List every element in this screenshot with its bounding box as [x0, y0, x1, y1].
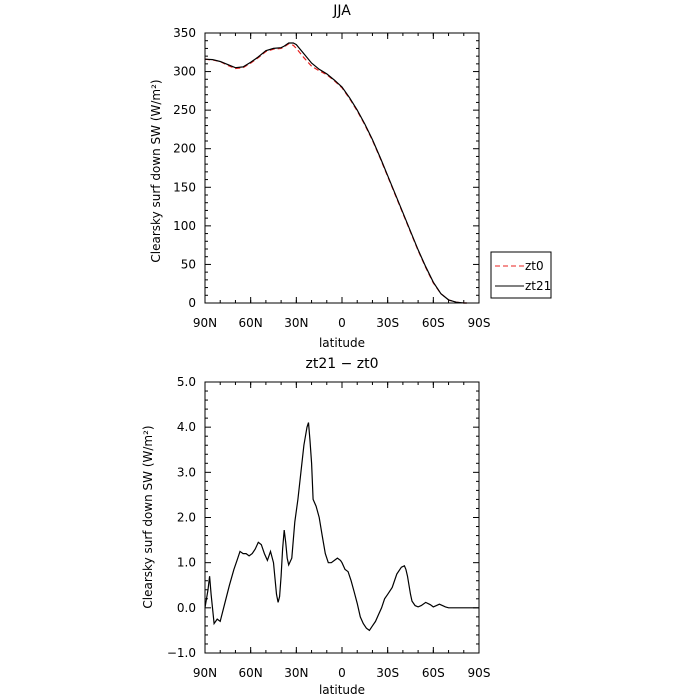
top-x-tick-label: 30S: [376, 316, 399, 330]
top-y-tick-label: 300: [173, 65, 196, 79]
top-x-tick-label: 0: [338, 316, 346, 330]
bottom-x-tick-label: 30S: [376, 666, 399, 680]
top-y-tick-label: 0: [188, 296, 196, 310]
bottom-y-tick-label: 3.0: [177, 465, 196, 479]
legend-box: [490, 251, 552, 299]
top-series-line-zt0: [204, 43, 467, 304]
top-x-tick-label: 90S: [468, 316, 491, 330]
bottom-y-axis-label: Clearsky surf down SW (W/m²): [141, 425, 155, 608]
top-panel-frame: [204, 32, 480, 304]
top-y-axis-label: Clearsky surf down SW (W/m²): [149, 79, 163, 262]
top-x-tick-label: 60N: [239, 316, 263, 330]
bottom-x-tick-label: 60N: [239, 666, 263, 680]
bottom-x-tick-label: 60S: [422, 666, 445, 680]
bottom-plot-area: 90N 60N 30N 0 30S 60S 90S −1.0 0.0 1.0 2.0 3.0 4.0 5.…: [167, 375, 491, 680]
legend-label-zt21: zt21: [525, 279, 551, 293]
bottom-x-tick-label: 90N: [193, 666, 217, 680]
top-y-tick-label: 50: [181, 257, 196, 271]
legend: zt0 zt21: [490, 251, 552, 299]
bottom-y-tick-label: 0.0: [177, 601, 196, 615]
bottom-panel-frame: [204, 381, 480, 654]
bottom-y-tick-label: 4.0: [177, 420, 196, 434]
top-panel: JJA 90N 60N 30N 0 30S 60S 90S 0 50 100 150 200 250 30…: [149, 3, 490, 350]
top-x-tick-label: 90N: [193, 316, 217, 330]
top-series-line-zt21: [204, 42, 467, 304]
bottom-y-tick-label: 2.0: [177, 511, 196, 525]
bottom-panel-title: zt21 − zt0: [305, 356, 378, 372]
top-x-axis-label: latitude: [319, 336, 365, 350]
bottom-x-tick-label: 0: [338, 666, 346, 680]
bottom-x-tick-label: 30N: [284, 666, 308, 680]
bottom-y-tick-label: −1.0: [167, 646, 196, 660]
legend-label-zt0: zt0: [525, 259, 544, 273]
bottom-panel: zt21 − zt0 90N 60N 30N 0 30S 60S 90S −1.0 0.0 1.0…: [141, 356, 490, 697]
bottom-x-tick-label: 90S: [468, 666, 491, 680]
top-x-tick-label: 30N: [284, 316, 308, 330]
top-y-tick-label: 200: [173, 142, 196, 156]
bottom-y-tick-label: 5.0: [177, 375, 196, 389]
top-panel-title: JJA: [332, 3, 351, 19]
top-plot-area: 90N 60N 30N 0 30S 60S 90S 0 50 100 150 200 250 300 350: [173, 26, 490, 330]
bottom-series-line-series-0: [204, 422, 479, 632]
top-y-tick-label: 100: [173, 219, 196, 233]
top-y-tick-label: 350: [173, 26, 196, 40]
top-y-tick-label: 250: [173, 103, 196, 117]
bottom-y-tick-label: 1.0: [177, 556, 196, 570]
bottom-x-axis-label: latitude: [319, 683, 365, 697]
top-x-tick-label: 60S: [422, 316, 445, 330]
top-y-tick-label: 150: [173, 180, 196, 194]
